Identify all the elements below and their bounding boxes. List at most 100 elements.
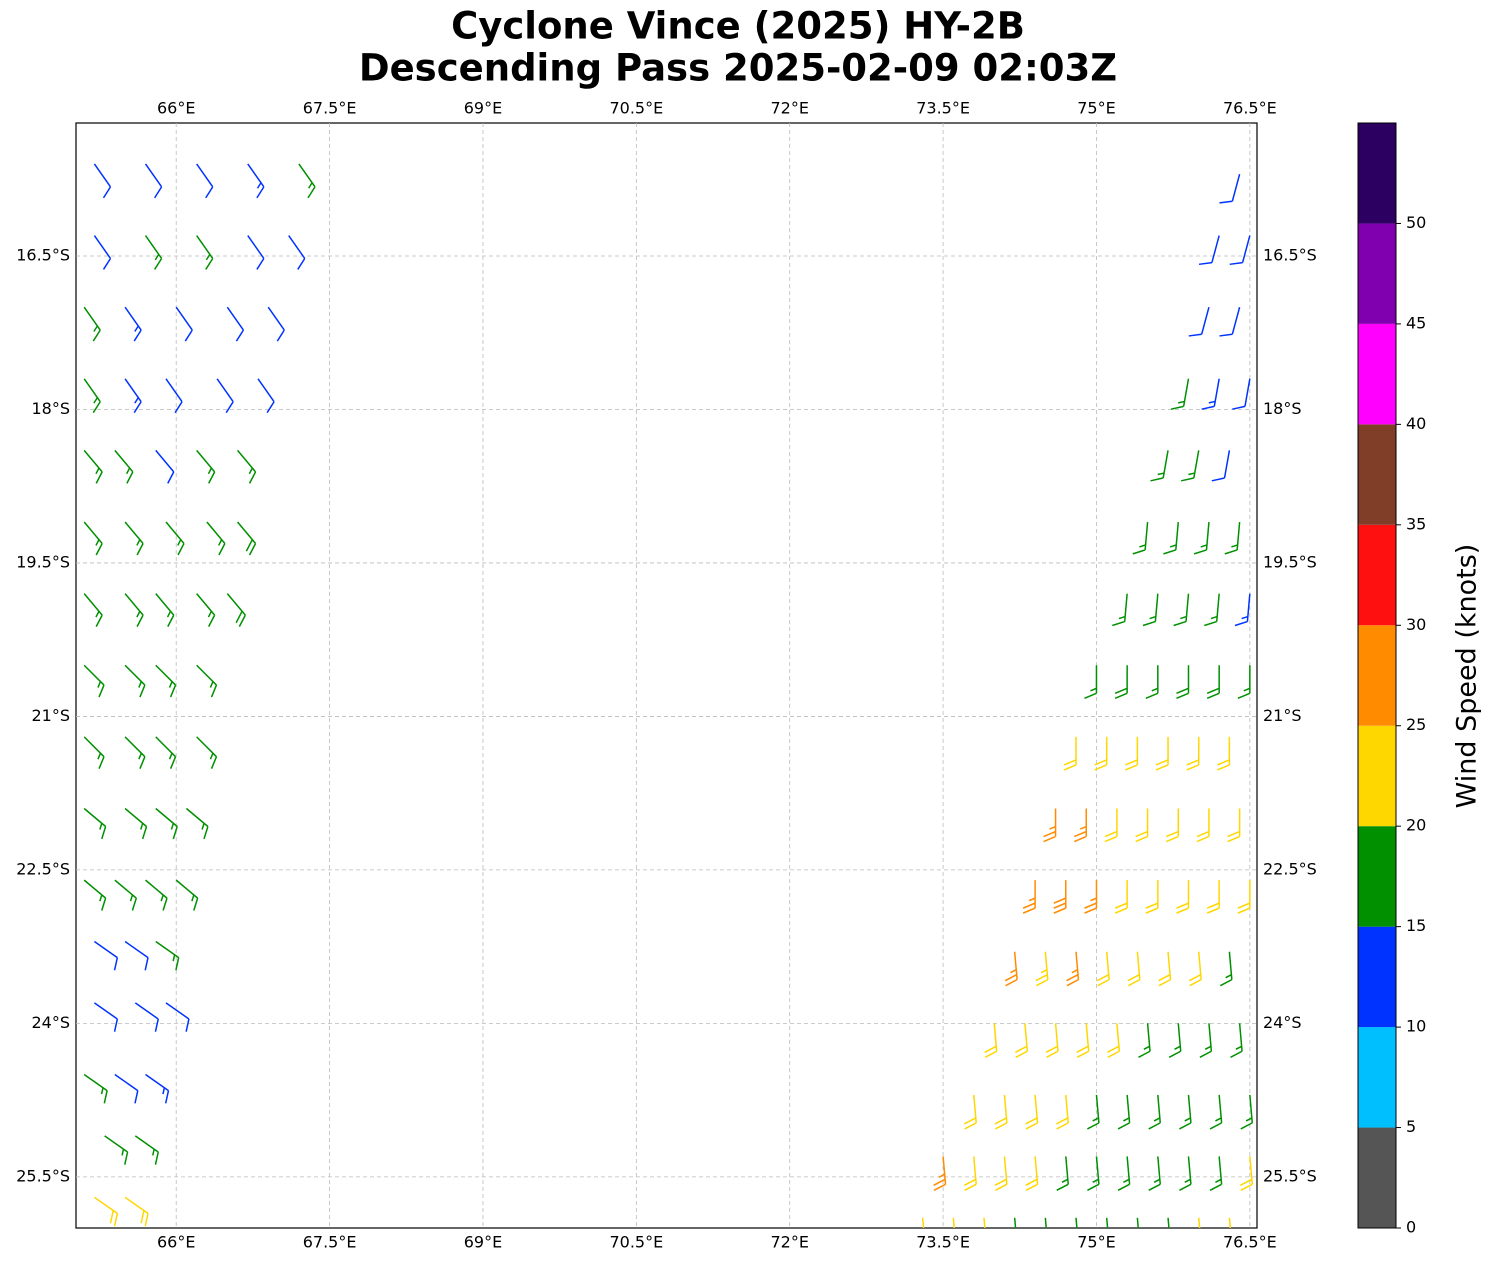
wind-barb: [1148, 1094, 1162, 1130]
colorbar-tick-label: 25: [1406, 715, 1426, 734]
wind-barb: [963, 1156, 977, 1191]
y-tick-label: 22.5°S: [1263, 859, 1317, 878]
wind-barb: [1211, 450, 1231, 482]
wind-barb: [921, 1217, 925, 1228]
wind-barb: [1035, 951, 1049, 987]
wind-barb: [1230, 1023, 1243, 1058]
wind-barb: [1204, 593, 1220, 627]
wind-barb: [83, 378, 101, 414]
x-tick-label: 70.5°E: [609, 99, 663, 118]
x-tick-label: 66°E: [157, 99, 195, 118]
wind-barb: [83, 449, 103, 484]
wind-barb: [1094, 736, 1108, 771]
wind-barb: [1167, 1217, 1170, 1228]
wind-barb: [114, 879, 138, 911]
wind-barb: [1145, 665, 1159, 699]
wind-barb: [1179, 1156, 1192, 1191]
colorbar-tick-label: 15: [1406, 916, 1426, 935]
colorbar-tick-label: 50: [1406, 213, 1426, 232]
wind-barb: [124, 940, 149, 971]
wind-barb: [1206, 665, 1220, 699]
wind-barb: [1179, 1094, 1192, 1130]
wind-barb: [288, 235, 306, 270]
wind-barb: [144, 163, 163, 199]
wind-barb: [1196, 808, 1210, 843]
wind-barb: [1114, 665, 1128, 699]
wind-barb: [933, 1156, 947, 1191]
wind-barb: [236, 449, 257, 484]
wind-barb: [1176, 665, 1190, 699]
colorbar-segment: [1358, 123, 1396, 224]
map-frame: [75, 122, 1258, 1229]
wind-barb: [134, 1135, 159, 1165]
wind-barb: [155, 940, 180, 971]
wind-barb: [1117, 1156, 1131, 1191]
wind-barb: [1075, 1217, 1078, 1228]
colorbar-tick-label: 30: [1406, 615, 1426, 634]
wind-barb: [124, 1196, 149, 1227]
wind-barb: [114, 1073, 139, 1104]
y-tick-label: 22.5°S: [16, 859, 70, 878]
wind-barb: [1148, 1156, 1162, 1191]
colorbar-segment: [1358, 223, 1396, 324]
wind-barb: [1044, 1217, 1047, 1228]
wind-barb: [1176, 880, 1190, 914]
wind-barb: [1066, 951, 1080, 987]
wind-barb: [1237, 665, 1251, 699]
wind-barb: [145, 1073, 170, 1104]
wind-barb: [145, 879, 168, 911]
wind-barb: [1127, 951, 1141, 987]
wind-barb: [144, 235, 163, 270]
wind-barb: [196, 163, 214, 199]
y-tick-label: 24°S: [31, 1013, 70, 1032]
wind-barb: [1186, 736, 1200, 771]
wind-barb: [1206, 880, 1220, 914]
wind-barb: [1240, 1094, 1254, 1130]
colorbar-tick-label: 10: [1406, 1017, 1426, 1036]
wind-barb: [1076, 1023, 1090, 1058]
wind-barb: [1209, 1156, 1223, 1191]
wind-barb: [1135, 808, 1149, 843]
wind-barb: [1096, 951, 1110, 987]
wind-barb: [196, 593, 216, 627]
wind-barb: [83, 593, 103, 627]
wind-barb: [1155, 736, 1169, 771]
wind-barb: [83, 306, 101, 342]
wind-barb: [1073, 808, 1087, 843]
x-tick-label: 73.5°E: [916, 99, 970, 118]
colorbar-tick-label: 35: [1406, 514, 1426, 533]
wind-barb: [298, 163, 316, 199]
wind-barb: [1188, 306, 1210, 337]
wind-barb: [1117, 1094, 1131, 1130]
y-tick-label: 25.5°S: [1263, 1166, 1317, 1185]
wind-barb: [93, 163, 112, 199]
colorbar-tick-label: 0: [1406, 1218, 1416, 1237]
wind-barb: [1084, 665, 1098, 699]
wind-barb: [104, 1135, 129, 1165]
wind-barb: [994, 1156, 1008, 1191]
wind-barb: [93, 1196, 119, 1227]
wind-barb: [267, 306, 285, 342]
x-tick-label: 69°E: [464, 1233, 502, 1252]
wind-barb: [1165, 808, 1180, 843]
wind-barb: [1199, 1023, 1213, 1058]
wind-barb: [83, 807, 107, 840]
colorbar-segment: [1358, 826, 1396, 927]
x-tick-label: 72°E: [770, 1233, 808, 1252]
x-tick-label: 73.5°E: [916, 1233, 970, 1252]
wind-barb: [124, 807, 148, 840]
wind-barb: [1112, 593, 1128, 627]
wind-barb: [1125, 736, 1139, 771]
x-tick-label: 76.5°E: [1223, 99, 1277, 118]
wind-barb: [1234, 593, 1251, 627]
y-tick-label: 16.5°S: [16, 246, 70, 265]
wind-barb: [196, 664, 218, 698]
wind-barb: [1056, 1156, 1069, 1191]
x-tick-label: 72°E: [770, 99, 808, 118]
wind-barb: [1173, 593, 1190, 627]
wind-barb: [93, 1002, 119, 1032]
wind-barb: [994, 1094, 1008, 1130]
wind-barb: [196, 235, 214, 270]
wind-barb: [124, 664, 146, 698]
wind-barb: [175, 306, 193, 342]
